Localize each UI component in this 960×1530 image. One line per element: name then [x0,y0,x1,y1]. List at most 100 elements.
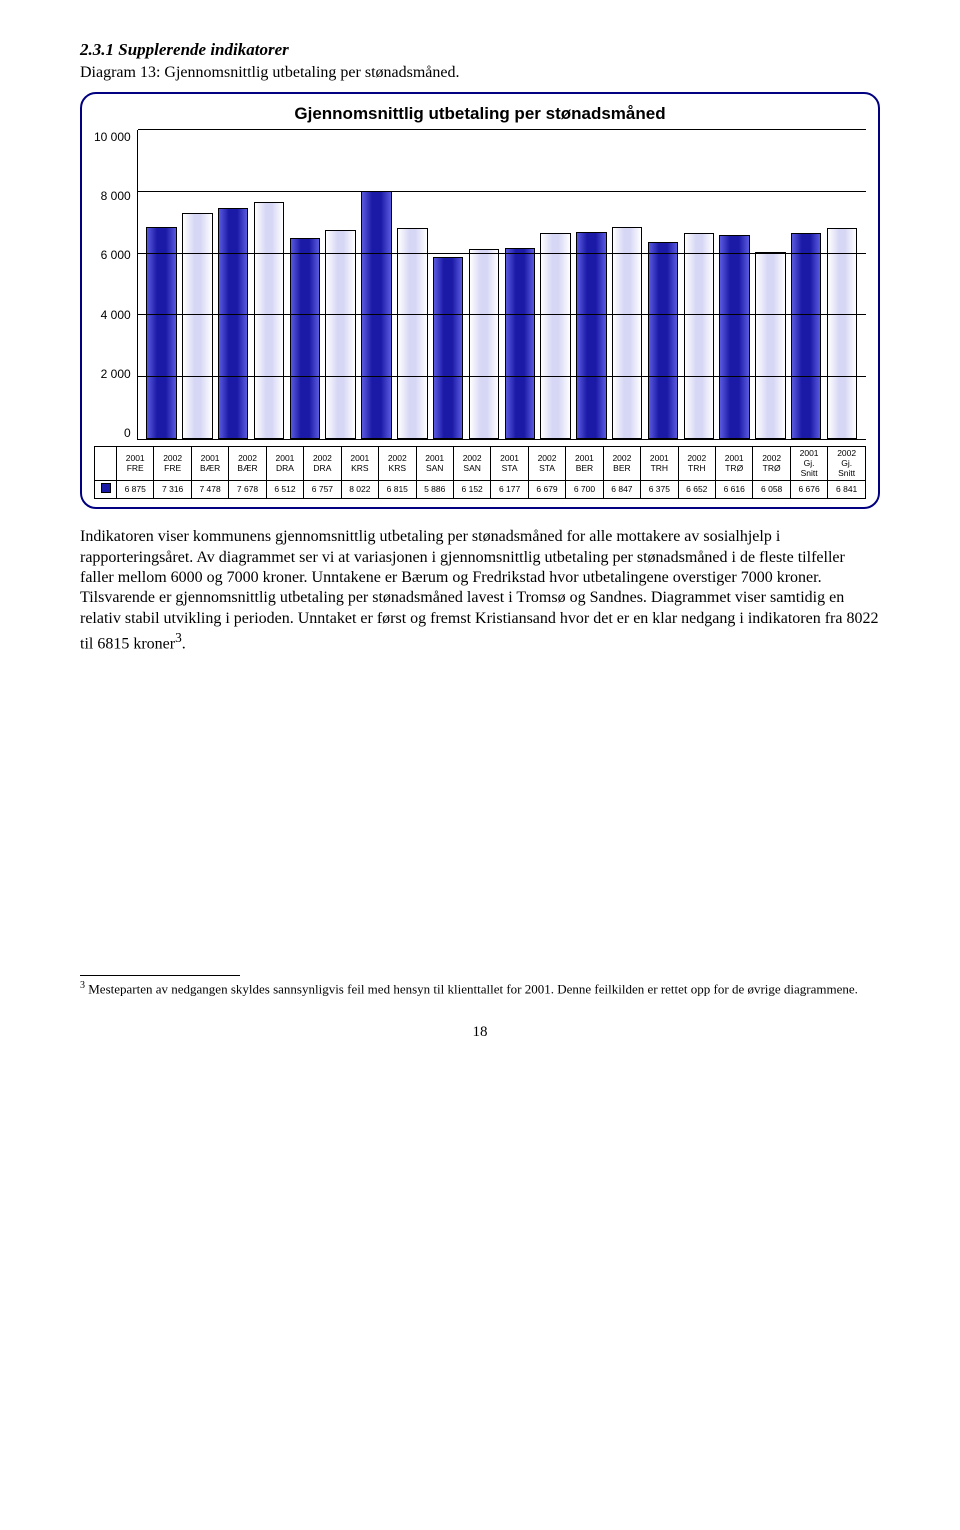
bar-slot [323,130,359,439]
y-axis: 10 0008 0006 0004 0002 0000 [94,130,137,440]
category-cell: 2002TRØ [753,447,790,481]
bar [827,228,857,439]
category-cell: 2001BÆR [191,447,228,481]
chart-data-table: 2001FRE2002FRE2001BÆR2002BÆR2001DRA2002D… [94,446,866,499]
value-cell: 6 177 [491,481,528,499]
bar [684,233,714,439]
category-cell: 2002BÆR [229,447,266,481]
value-cell: 6 616 [716,481,753,499]
bar-slot [788,130,824,439]
value-cell: 7 316 [154,481,191,499]
y-tick-label: 0 [124,426,131,440]
gridline [138,191,866,192]
bar-slot [717,130,753,439]
category-cell: 2002FRE [154,447,191,481]
bar [576,232,606,439]
y-tick-label: 10 000 [94,130,131,144]
value-cell: 7 678 [229,481,266,499]
category-cell: 2002KRS [379,447,416,481]
bar-slot [502,130,538,439]
body-paragraph: Indikatoren viser kommunens gjennomsnitt… [80,527,880,655]
category-cell: 2001FRE [117,447,154,481]
chart-title: Gjennomsnittlig utbetaling per stønadsmå… [94,104,866,124]
bar-slot [573,130,609,439]
bar [648,242,678,439]
value-cell: 6 757 [304,481,341,499]
value-cell: 7 478 [191,481,228,499]
category-cell: 2001TRH [641,447,678,481]
bar [719,235,749,439]
category-cell: 2001DRA [266,447,303,481]
category-cell: 2001BER [566,447,603,481]
value-cell: 6 152 [453,481,490,499]
bar-slot [466,130,502,439]
y-tick-label: 6 000 [101,248,131,262]
value-cell: 6 847 [603,481,640,499]
table-header-row: 2001FRE2002FRE2001BÆR2002BÆR2001DRA2002D… [95,447,866,481]
bar-slot [430,130,466,439]
footnote: 3 Mesteparten av nedgangen skyldes sanns… [80,980,880,998]
value-cell: 6 679 [528,481,565,499]
value-cell: 6 875 [117,481,154,499]
diagram-caption: Diagram 13: Gjennomsnittlig utbetaling p… [80,64,880,82]
page-number: 18 [80,1024,880,1041]
bar [218,208,248,439]
category-cell: 2002SAN [453,447,490,481]
bar [505,248,535,439]
category-cell: 2002Gj.Snitt [828,447,866,481]
bar [791,233,821,439]
category-cell: 2002DRA [304,447,341,481]
value-cell: 5 886 [416,481,453,499]
footnote-rule [80,975,240,976]
category-cell: 2001TRØ [716,447,753,481]
value-cell: 6 676 [790,481,827,499]
category-cell: 2002STA [528,447,565,481]
bar [612,227,642,439]
bar-slot [180,130,216,439]
bar-slot [215,130,251,439]
gridline [138,129,866,130]
bar-slot [681,130,717,439]
body-paragraph-end: . [182,636,186,653]
category-cell: 2002BER [603,447,640,481]
table-corner-cell [95,447,117,481]
bar [182,213,212,439]
bars-container [138,130,866,439]
body-paragraph-text: Indikatoren viser kommunens gjennomsnitt… [80,528,878,653]
value-cell: 6 815 [379,481,416,499]
bar [540,233,570,439]
plot-wrap: 10 0008 0006 0004 0002 0000 [94,130,866,440]
chart-container: Gjennomsnittlig utbetaling per stønadsmå… [80,92,880,509]
y-tick-label: 2 000 [101,367,131,381]
bar-slot [645,130,681,439]
footnote-text: Mesteparten av nedgangen skyldes sannsyn… [85,982,858,997]
bar [469,249,499,439]
bar-slot [287,130,323,439]
table-value-row: 6 8757 3167 4787 6786 5126 7578 0226 815… [95,481,866,499]
bar-slot [753,130,789,439]
bar [433,257,463,439]
bar-slot [251,130,287,439]
legend-swatch-icon [101,483,111,493]
value-cell: 6 058 [753,481,790,499]
bar-slot [538,130,574,439]
section-heading: 2.3.1 Supplerende indikatorer [80,40,880,60]
value-cell: 6 841 [828,481,866,499]
legend-cell [95,481,117,499]
bar [254,202,284,439]
value-cell: 6 375 [641,481,678,499]
bar [397,228,427,439]
bar-slot [359,130,395,439]
value-cell: 8 022 [341,481,378,499]
bar [755,252,785,439]
gridline [138,314,866,315]
bar-slot [144,130,180,439]
category-cell: 2001Gj.Snitt [790,447,827,481]
bar-slot [824,130,860,439]
bar [325,230,355,439]
category-cell: 2001KRS [341,447,378,481]
value-cell: 6 652 [678,481,715,499]
value-cell: 6 512 [266,481,303,499]
y-tick-label: 8 000 [101,189,131,203]
category-cell: 2001SAN [416,447,453,481]
